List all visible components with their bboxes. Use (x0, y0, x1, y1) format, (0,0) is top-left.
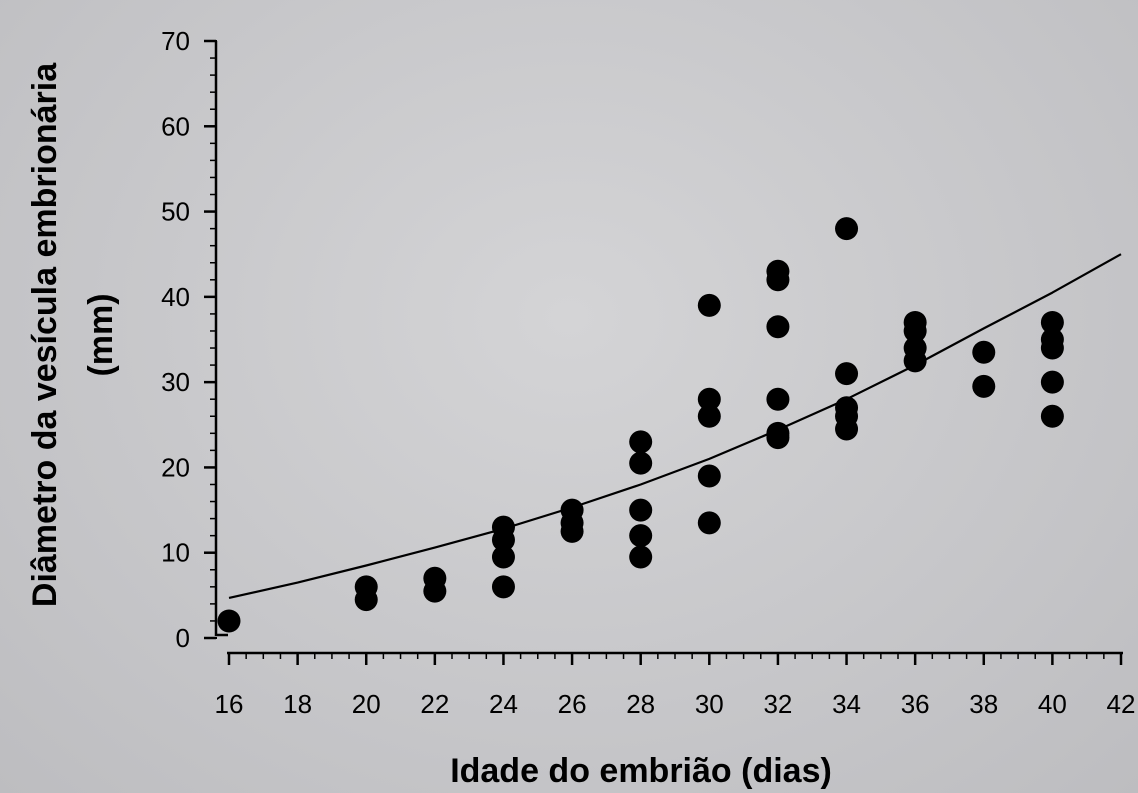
x-axis-title: Idade do embrião (dias) (450, 752, 832, 790)
data-point (560, 519, 584, 543)
y-axis-title: Diâmetro da vesícula embrionária (mm) (26, 62, 120, 607)
x-tick-label: 36 (901, 689, 930, 719)
data-point (972, 340, 996, 364)
y-tick-label: 40 (161, 282, 190, 312)
data-point (697, 464, 721, 488)
data-point (766, 387, 790, 411)
data-point (835, 362, 859, 386)
y-tick-label: 20 (161, 452, 190, 482)
y-tick-label: 30 (161, 367, 190, 397)
data-point (491, 528, 515, 552)
data-point (766, 268, 790, 292)
data-point (491, 545, 515, 569)
data-point (629, 430, 653, 454)
y-tick-label: 0 (176, 623, 190, 653)
data-point (697, 511, 721, 535)
x-tick-label: 22 (420, 689, 449, 719)
data-point (629, 524, 653, 548)
x-tick-label: 34 (832, 689, 861, 719)
data-point (354, 588, 378, 612)
data-point (217, 609, 241, 633)
trend-line (228, 253, 1122, 599)
data-point (629, 498, 653, 522)
y-tick-label: 60 (161, 111, 190, 141)
data-point (835, 417, 859, 441)
data-point (972, 374, 996, 398)
trend-line-group (228, 253, 1122, 599)
x-tick-label: 30 (695, 689, 724, 719)
data-point (903, 349, 927, 373)
axes: 0 10 20 30 40 50 60 70 16 18 20 22 24 26 28 30 32 34 36 38 4… (161, 26, 1135, 719)
data-points (217, 217, 1064, 633)
x-tick-label: 20 (352, 689, 381, 719)
x-tick-label: 42 (1107, 689, 1136, 719)
y-tick-label: 70 (161, 26, 190, 56)
data-point (766, 426, 790, 450)
data-point (835, 217, 859, 241)
y-axis-title-line2: (mm) (82, 293, 120, 376)
data-point (1040, 370, 1064, 394)
y-tick-label: 50 (161, 197, 190, 227)
data-point (423, 579, 447, 603)
data-point (903, 319, 927, 343)
y-tick-label: 10 (161, 538, 190, 568)
x-tick-label: 24 (489, 689, 518, 719)
x-tick-label: 26 (558, 689, 587, 719)
x-tick-label: 18 (283, 689, 312, 719)
x-tick-label: 28 (626, 689, 655, 719)
data-point (1040, 404, 1064, 428)
data-point (766, 315, 790, 339)
x-tick-label: 16 (215, 689, 244, 719)
x-tick-label: 38 (969, 689, 998, 719)
data-point (629, 545, 653, 569)
data-point (1040, 310, 1064, 334)
data-point (491, 575, 515, 599)
x-tick-label: 40 (1038, 689, 1067, 719)
data-point (697, 404, 721, 428)
data-point (697, 387, 721, 411)
data-point (697, 293, 721, 317)
data-point (1040, 336, 1064, 360)
data-point (629, 451, 653, 475)
x-tick-label: 32 (763, 689, 792, 719)
y-axis-title-line1: Diâmetro da vesícula embrionária (26, 62, 64, 607)
